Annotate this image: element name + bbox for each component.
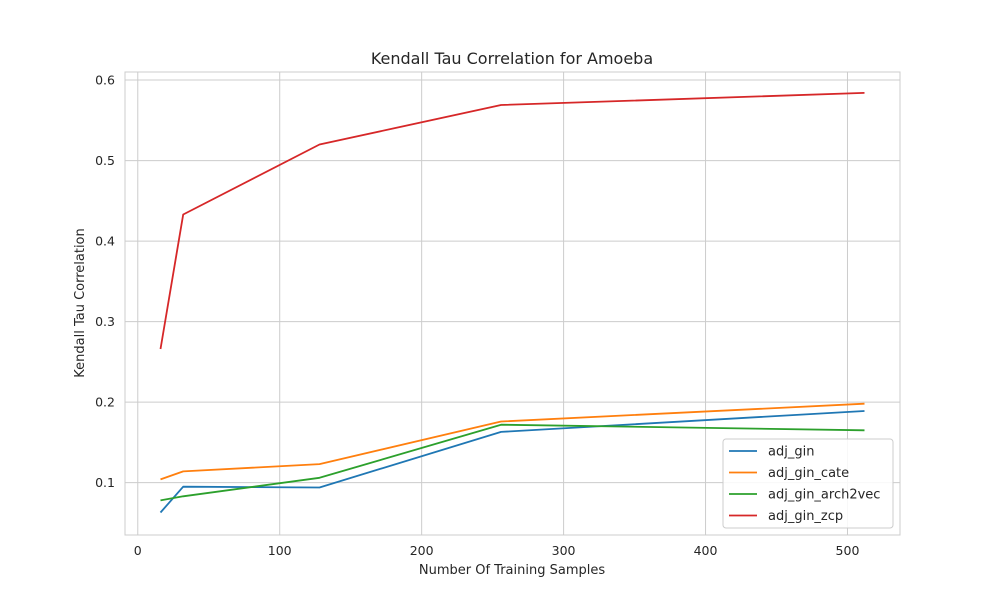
legend: adj_gin adj_gin_cate adj_gin_arch2vec adj_g… (722, 438, 894, 529)
plot-frame (124, 71, 901, 536)
y-tick-labels: 0.1 0.2 0.3 0.4 0.5 0.6 (95, 73, 115, 491)
y-tick-label: 0.1 (95, 475, 115, 490)
series-line-adj_gin_zcp (159, 92, 865, 350)
legend-label: adj_gin_cate (768, 466, 849, 481)
legend-box (722, 438, 894, 529)
series-line-adj_gin (159, 410, 865, 514)
y-tick-label: 0.4 (95, 234, 115, 249)
legend-label: adj_gin (768, 445, 814, 460)
x-tick-label: 100 (268, 543, 292, 558)
y-tick-label: 0.6 (95, 73, 115, 88)
x-tick-label: 400 (694, 543, 718, 558)
legend-label: adj_gin_arch2vec (768, 488, 880, 503)
legend-label: adj_gin_zcp (768, 509, 843, 524)
y-tick-label: 0.3 (95, 314, 115, 329)
y-axis-label: Kendall Tau Correlation (73, 228, 88, 378)
x-tick-label: 0 (134, 543, 142, 558)
x-tick-label: 500 (836, 543, 860, 558)
chart-title: Kendall Tau Correlation for Amoeba (371, 49, 653, 68)
x-tick-labels: 0 100 200 300 400 500 (134, 543, 860, 558)
series-line-adj_gin_cate (160, 402, 865, 481)
x-tick-label: 200 (410, 543, 434, 558)
y-tick-label: 0.2 (95, 395, 115, 410)
series-lines (159, 92, 865, 514)
y-tick-label: 0.5 (95, 153, 115, 168)
x-tick-label: 300 (552, 543, 576, 558)
x-axis-label: Number Of Training Samples (419, 563, 605, 578)
series-line-adj_gin_arch2vec (160, 423, 865, 502)
